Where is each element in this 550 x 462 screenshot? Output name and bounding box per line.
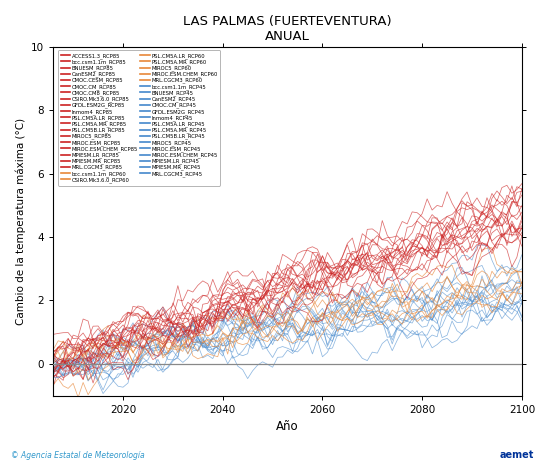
Text: © Agencia Estatal de Meteorología: © Agencia Estatal de Meteorología bbox=[11, 451, 145, 460]
Text: aemet: aemet bbox=[499, 450, 534, 460]
Title: LAS PALMAS (FUERTEVENTURA)
ANUAL: LAS PALMAS (FUERTEVENTURA) ANUAL bbox=[183, 15, 392, 43]
Legend: ACCESS1.3_RCP85, bcc.csm1.1m_RCP85, BNUESM_RCP85, CanESM2_RCP85, CMOC.CESM_RCP85: ACCESS1.3_RCP85, bcc.csm1.1m_RCP85, BNUE… bbox=[58, 50, 221, 186]
X-axis label: Año: Año bbox=[276, 420, 299, 433]
Y-axis label: Cambio de la temperatura máxima (°C): Cambio de la temperatura máxima (°C) bbox=[15, 118, 25, 325]
